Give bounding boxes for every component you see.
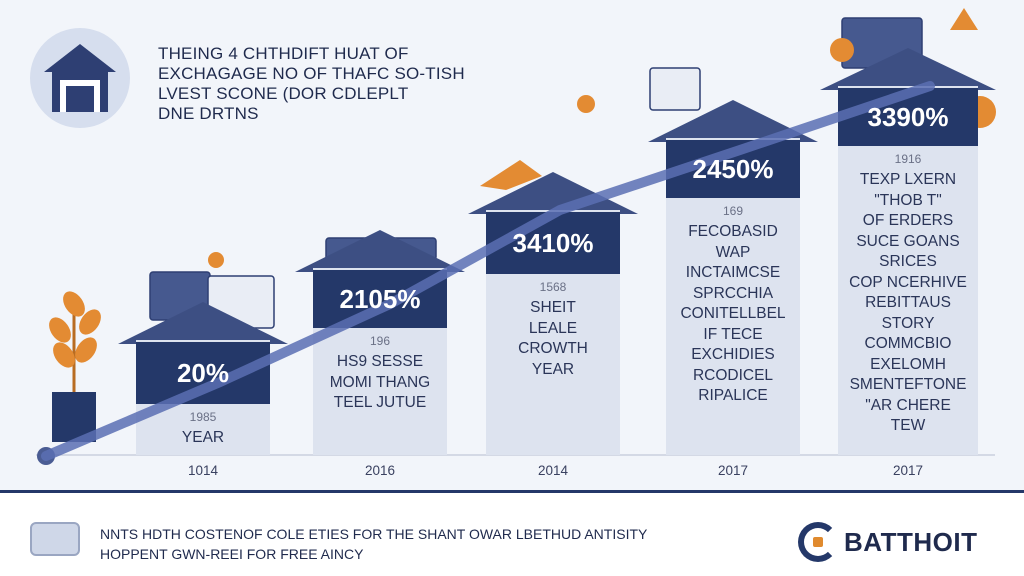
column-text-line: EXCHIDIES	[691, 346, 775, 363]
x-tick-label: 2017	[892, 463, 924, 478]
column-text-line: SRICES	[879, 253, 937, 270]
column-text-line: FECOBASID	[688, 223, 778, 240]
column-text-line: RCODICEL	[692, 366, 774, 384]
column-text-line: IF TECE	[703, 325, 763, 343]
column-text-line: REBITTAUS	[865, 294, 951, 311]
column-roof	[648, 100, 818, 142]
title-line-3: LVEST SCONE (DOR CDLEPLT	[158, 84, 409, 103]
column-text-line: OF ERDERS	[862, 212, 954, 229]
column-roof	[295, 230, 465, 272]
column-text-line: YEAR	[181, 429, 225, 446]
x-tick-label: 2014	[537, 463, 569, 478]
column-sub-label: 1985	[189, 410, 217, 424]
brand: BATTHOIT	[798, 522, 978, 562]
chart-title: THEING 4 CHTHDIFT HUAT OF EXCHAGAGE NO O…	[158, 44, 465, 124]
brand-name: BATTHOIT	[844, 526, 978, 557]
column-text-line: SHEIT	[530, 299, 576, 316]
title-line-4: DNE DRTNS	[158, 104, 259, 123]
bar-value-label: 20%	[176, 358, 230, 388]
plant-leaf-icon	[79, 309, 101, 335]
column-text-line: RIPALICE	[698, 387, 768, 404]
plant-leaf-icon	[75, 337, 97, 363]
bar-value-label: 2105%	[339, 284, 421, 314]
column-text-line: SUCE GOANS	[856, 232, 960, 250]
coin-icon	[577, 95, 595, 113]
x-tick-label: 2017	[717, 463, 749, 478]
column-text-line: "THOB T"	[874, 191, 942, 209]
column-text-line: CROWTH	[518, 340, 588, 357]
bar-value-label: 2450%	[692, 154, 774, 184]
column-text-line: TEEL JUTUE	[333, 394, 427, 411]
briefcase-icon	[480, 160, 542, 190]
bar	[838, 86, 978, 455]
column-sub-label: 196	[369, 334, 391, 348]
column-text-line: SMENTEFTONE	[849, 376, 967, 393]
house-icon	[30, 28, 130, 128]
column-description: 169 FECOBASID WAP INCTAIMCSE SPRCCHIA CONITEL…	[662, 200, 804, 407]
column-roof	[468, 172, 638, 214]
column-text-line: TEW	[890, 417, 926, 434]
column-text-line: COMMCBIO	[864, 335, 952, 352]
column-text-line: COP NCERHIVE	[849, 273, 967, 291]
title-line-2: EXCHAGAGE NO OF THAFC SO-TISH	[158, 64, 465, 83]
footer-line-1: NNTS HDTH COSTENOF COLE ETIES FOR THE SH…	[100, 526, 648, 542]
bar-value-label: 3410%	[512, 228, 594, 258]
column-sub-label: 1916	[894, 152, 922, 166]
trend-arrow	[41, 81, 935, 461]
x-tick-label: 1014	[187, 463, 219, 478]
footer	[0, 490, 1024, 576]
column-text-line: STORY	[881, 314, 935, 332]
column-sub-label: 169	[722, 204, 744, 218]
column-description: 1985 YEAR	[132, 406, 274, 449]
title-line-1: THEING 4 CHTHDIFT HUAT OF	[158, 44, 409, 63]
plant-leaf-icon	[53, 342, 75, 368]
coin-icon	[208, 252, 224, 268]
alert-icon	[950, 8, 978, 30]
brand-logo-icon	[798, 522, 838, 562]
plant-leaf-icon	[63, 291, 85, 317]
column-text-line: TEXP LXERN	[859, 171, 957, 188]
x-tick-label: 2016	[364, 463, 396, 478]
monitor-icon	[649, 67, 701, 111]
column-text-line: YEAR	[531, 360, 575, 378]
column-sub-label: 1568	[539, 280, 567, 294]
coin-icon	[830, 38, 854, 62]
column-description: 1568 SHEIT LEALE CROWTH YEAR	[482, 276, 624, 380]
column-description: 1916 TEXP LXERN "THOB T" OF ERDERS SUCE GOAN…	[834, 148, 982, 437]
column-roof	[118, 302, 288, 344]
plant-leaf-icon	[49, 317, 71, 343]
column-description: 196 HS9 SESSE MOMI THANG TEEL JUTUE	[309, 330, 451, 414]
column-text-line: MOMI THANG	[329, 373, 431, 391]
column-text-line: HS9 SESSE	[336, 353, 424, 370]
footer-line-2: HOPPENT GWN-REEI FOR FREE AINCY	[100, 546, 364, 562]
column-roof	[820, 48, 996, 90]
document-icon	[30, 522, 80, 556]
column-text-line: INCTAIMCSE	[685, 264, 781, 281]
column-text-line: WAP	[715, 243, 751, 261]
column-text-line: "AR CHERE	[865, 396, 951, 414]
column-text-line: LEALE	[528, 319, 578, 337]
column-text-line: CONITELLBEL	[680, 305, 786, 322]
column-text-line: SPRCCHIA	[692, 284, 774, 302]
footer-text: NNTS HDTH COSTENOF COLE ETIES FOR THE SH…	[100, 524, 647, 564]
column-text-line: EXELOMH	[870, 355, 946, 373]
bar-value-label: 3390%	[867, 102, 949, 132]
